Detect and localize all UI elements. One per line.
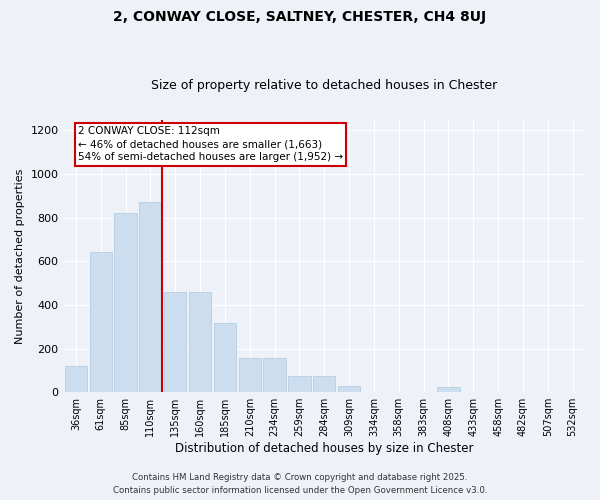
Bar <box>338 386 360 392</box>
Bar <box>65 366 87 392</box>
Bar <box>313 376 335 392</box>
Bar <box>239 358 261 392</box>
Text: 2, CONWAY CLOSE, SALTNEY, CHESTER, CH4 8UJ: 2, CONWAY CLOSE, SALTNEY, CHESTER, CH4 8… <box>113 10 487 24</box>
Y-axis label: Number of detached properties: Number of detached properties <box>15 168 25 344</box>
Bar <box>288 376 311 392</box>
Bar <box>214 324 236 392</box>
Bar <box>189 292 211 392</box>
X-axis label: Distribution of detached houses by size in Chester: Distribution of detached houses by size … <box>175 442 473 455</box>
Bar <box>164 292 187 392</box>
Text: 2 CONWAY CLOSE: 112sqm
← 46% of detached houses are smaller (1,663)
54% of semi-: 2 CONWAY CLOSE: 112sqm ← 46% of detached… <box>78 126 343 162</box>
Bar <box>437 387 460 392</box>
Title: Size of property relative to detached houses in Chester: Size of property relative to detached ho… <box>151 79 497 92</box>
Bar <box>89 252 112 392</box>
Bar <box>263 358 286 392</box>
Text: Contains HM Land Registry data © Crown copyright and database right 2025.
Contai: Contains HM Land Registry data © Crown c… <box>113 474 487 495</box>
Bar <box>115 214 137 392</box>
Bar <box>139 202 161 392</box>
